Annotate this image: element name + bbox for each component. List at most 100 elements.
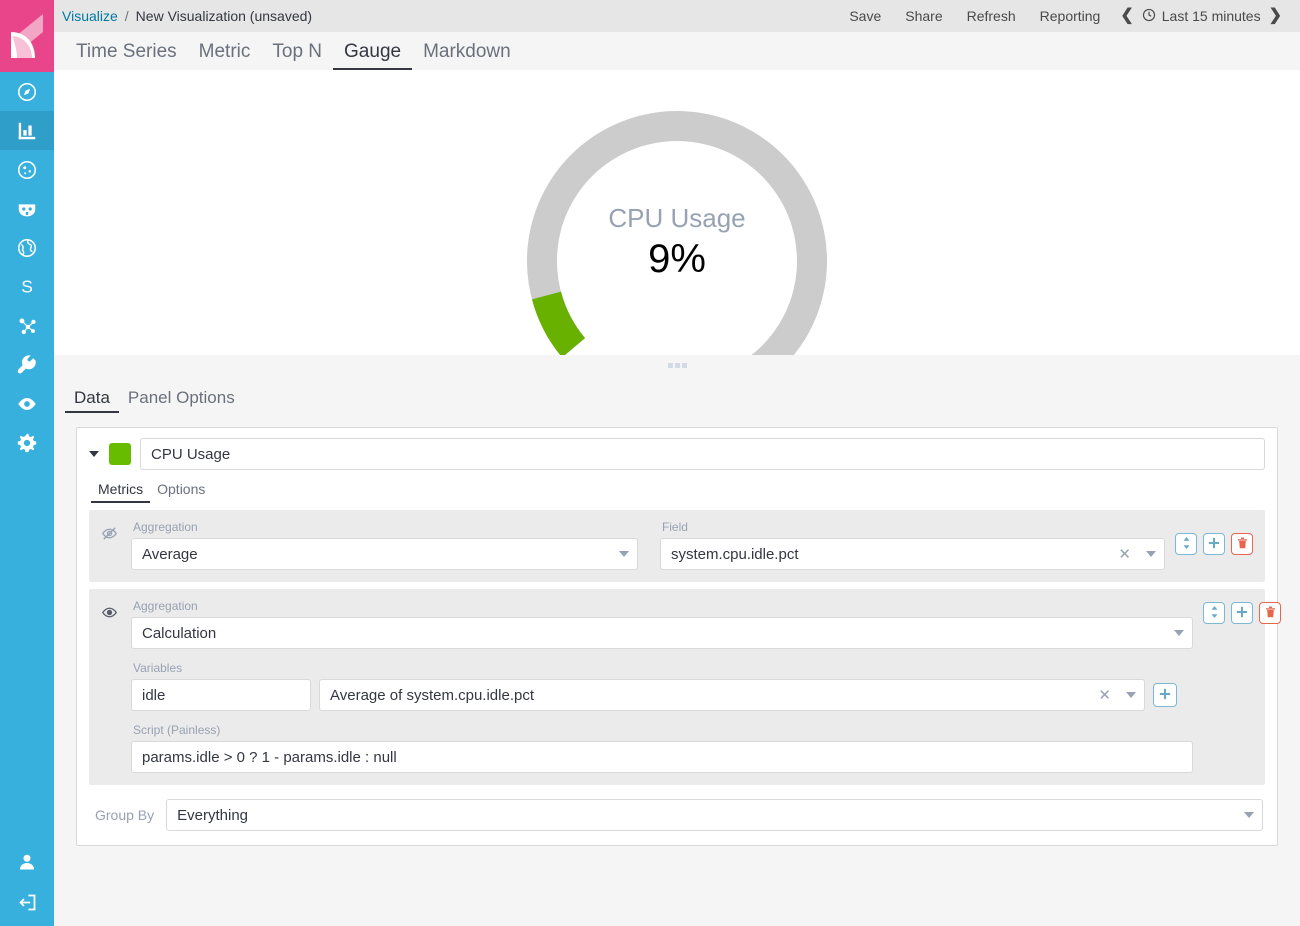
field-select[interactable]: system.cpu.idle.pct ✕	[659, 538, 1165, 570]
graph-nodes-icon	[16, 315, 38, 337]
tab-metric[interactable]: Metric	[198, 41, 251, 62]
tab-data[interactable]: Data	[65, 389, 119, 413]
reporting-button[interactable]: Reporting	[1039, 8, 1101, 24]
collapse-series-icon[interactable]	[89, 451, 99, 457]
panel-resize-handle[interactable]	[54, 355, 1300, 375]
metric-average-controls: Aggregation Average Field system.cpu.idl…	[101, 520, 1253, 570]
field-label: Field	[661, 520, 688, 534]
aggregation-value: Calculation	[142, 624, 217, 642]
tab-top-n[interactable]: Top N	[272, 41, 323, 62]
share-button[interactable]: Share	[905, 8, 943, 24]
plus-icon	[1236, 605, 1248, 621]
refresh-button[interactable]: Refresh	[966, 8, 1016, 24]
series-header: CPU Usage	[89, 438, 1265, 470]
svg-text:S: S	[21, 276, 33, 296]
variable-row: idle Average of system.cpu.idle.pct ✕	[131, 679, 1193, 711]
aggregation-field-calculation: Aggregation Calculation	[131, 599, 1193, 649]
add-metric-button[interactable]	[1203, 533, 1225, 555]
tab-panel-options[interactable]: Panel Options	[127, 388, 235, 407]
aggregation-label: Aggregation	[133, 599, 198, 613]
sidebar-item-maps[interactable]	[0, 228, 54, 267]
tab-options[interactable]: Options	[157, 481, 206, 497]
wrench-icon	[16, 354, 38, 376]
gauge-title: CPU Usage	[608, 202, 746, 233]
aggregation-select[interactable]: Calculation	[131, 617, 1193, 649]
chevron-down-icon	[1244, 812, 1254, 818]
gauge-chart: CPU Usage 9%	[512, 96, 842, 355]
editor-tabs: Data Panel Options	[54, 375, 1300, 413]
chevron-down-icon	[1146, 551, 1156, 557]
add-metric-button[interactable]	[1231, 602, 1253, 624]
trash-icon	[1237, 536, 1248, 552]
variables-label: Variables	[133, 661, 183, 675]
eye-slash-icon	[101, 527, 118, 545]
add-variable-button[interactable]	[1153, 683, 1177, 707]
user-icon	[17, 852, 37, 872]
gear-icon	[16, 432, 38, 454]
sidebar-item-dev-tools[interactable]	[0, 345, 54, 384]
kibana-logo-icon	[11, 14, 43, 58]
gauge-value-arc	[531, 290, 586, 355]
sidebar-item-siem[interactable]: S	[0, 267, 54, 306]
clear-field-icon[interactable]: ✕	[1118, 546, 1131, 563]
sidebar-item-management[interactable]	[0, 423, 54, 462]
clock-icon	[1142, 8, 1156, 25]
metric-row-average: Aggregation Average Field system.cpu.idl…	[89, 510, 1265, 582]
sidebar-item-visualize[interactable]	[0, 111, 54, 150]
aggregation-field-average: Aggregation Average	[131, 520, 638, 570]
tab-markdown[interactable]: Markdown	[423, 41, 511, 62]
plus-icon	[1208, 536, 1220, 552]
series-editor: CPU Usage Metrics Options	[76, 427, 1281, 846]
time-next-button[interactable]: ❯	[1268, 7, 1282, 24]
save-button[interactable]: Save	[849, 8, 882, 24]
breadcrumb-visualize[interactable]: Visualize	[62, 8, 118, 24]
sort-updown-icon	[1209, 605, 1220, 621]
tab-metrics[interactable]: Metrics	[91, 482, 151, 503]
canvas-mask-icon	[16, 198, 38, 220]
eye-icon	[16, 393, 38, 415]
series-label-input[interactable]: CPU Usage	[140, 438, 1265, 470]
compass-icon	[16, 81, 38, 103]
sidebar-item-canvas[interactable]	[0, 189, 54, 228]
logout-arrow-icon	[17, 892, 38, 913]
delete-metric-button[interactable]	[1259, 602, 1281, 624]
tab-gauge[interactable]: Gauge	[333, 42, 413, 70]
metric-action-buttons	[1203, 599, 1281, 624]
group-by-value: Everything	[177, 806, 249, 824]
time-picker[interactable]: Last 15 minutes	[1142, 8, 1261, 25]
time-prev-button[interactable]: ❮	[1120, 7, 1134, 24]
toggle-metric-visibility[interactable]	[101, 520, 121, 545]
toggle-metric-visibility[interactable]	[101, 599, 121, 624]
variable-name-input[interactable]: idle	[131, 679, 311, 711]
aggregation-select[interactable]: Average	[131, 538, 638, 570]
tab-time-series[interactable]: Time Series	[76, 41, 177, 62]
kibana-logo[interactable]	[0, 0, 54, 72]
sidebar-item-user-account[interactable]	[0, 842, 54, 882]
grip-dot	[674, 362, 680, 368]
series-color-swatch[interactable]	[109, 443, 131, 465]
time-picker-value: Last 15 minutes	[1161, 8, 1261, 24]
plus-icon	[1159, 687, 1171, 703]
sidebar-item-dashboard[interactable]	[0, 150, 54, 189]
dashboard-icon	[16, 159, 38, 181]
group-by-row: Group By Everything	[89, 799, 1265, 833]
script-input[interactable]: params.idle > 0 ? 1 - params.idle : null	[131, 741, 1193, 773]
sidebar-item-monitoring[interactable]	[0, 384, 54, 423]
gauge-track-arc	[527, 110, 827, 355]
aggregation-label: Aggregation	[133, 520, 198, 534]
sidebar-item-graph[interactable]	[0, 306, 54, 345]
field-value: system.cpu.idle.pct	[670, 545, 799, 563]
gauge-visualization-panel: CPU Usage 9%	[54, 70, 1300, 355]
variable-metric-select[interactable]: Average of system.cpu.idle.pct ✕	[319, 679, 1145, 711]
metric-calculation-controls: Aggregation Calculation Variables idle A…	[101, 599, 1281, 773]
sidebar-item-collapse-nav[interactable]	[0, 882, 54, 922]
grip-dot	[667, 362, 673, 368]
delete-metric-button[interactable]	[1231, 533, 1253, 555]
grip-dot	[681, 362, 687, 368]
clear-variable-icon[interactable]: ✕	[1098, 687, 1111, 704]
reorder-metric-button[interactable]	[1175, 533, 1197, 555]
reorder-metric-button[interactable]	[1203, 602, 1225, 624]
group-by-select[interactable]: Everything	[166, 799, 1263, 831]
header-actions: Save Share Refresh Reporting ❮ Last 15 m…	[837, 8, 1300, 25]
sidebar-item-discover[interactable]	[0, 72, 54, 111]
